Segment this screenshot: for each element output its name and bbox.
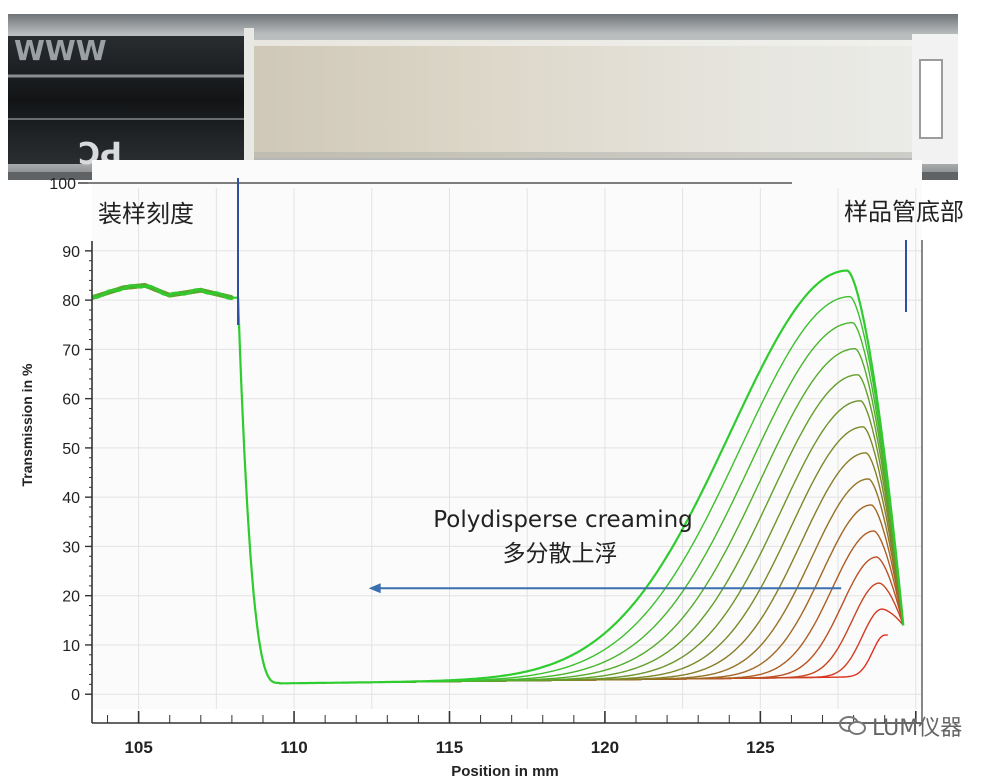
profile-line-15	[92, 269, 905, 685]
fill-mark-label: 装样刻度	[98, 200, 194, 228]
profile-line-13	[91, 283, 904, 685]
watermark: LUM仪器	[838, 712, 996, 741]
axes	[88, 182, 923, 724]
x-tick-label: 110	[280, 738, 307, 757]
y-tick-label: 50	[62, 441, 80, 458]
y-tick-label: 70	[62, 342, 80, 359]
tube-cap	[8, 36, 248, 164]
y-tick-label: 90	[62, 244, 80, 261]
x-tick-label: 120	[591, 738, 619, 757]
y-tick-label: 40	[62, 490, 80, 507]
cell-marking-top: WWW	[14, 34, 107, 67]
tube-bottom-label: 样品管底部	[844, 198, 964, 226]
transmission-profiles	[91, 269, 905, 685]
y-tick-label: 60	[62, 392, 80, 409]
x-tick-label: 115	[436, 738, 463, 757]
wechat-icon	[838, 715, 866, 737]
y-tick-label: 80	[62, 293, 80, 310]
creaming-arrow-head	[368, 583, 381, 594]
x-tick-label: 125	[746, 738, 774, 757]
y-tick-label-100: 100	[49, 176, 76, 193]
sample-liquid	[254, 40, 912, 158]
y-tick-label: 30	[62, 539, 80, 556]
tick-labels: 0 10 20 30 40 50 60 70 80 90 100 105 110 115 120 125 Pos…	[19, 176, 917, 778]
sample-cell-image: WWW PC	[8, 14, 958, 180]
annotations: 装样刻度 样品管底部 Polydisperse creaming 多分散上浮	[98, 178, 964, 594]
watermark-text: LUM仪器	[872, 716, 963, 741]
creaming-label-zh: 多分散上浮	[503, 541, 618, 567]
creaming-label-en: Polydisperse creaming	[433, 507, 693, 533]
sample-cell-photo: WWW PC	[8, 14, 958, 180]
grid	[92, 160, 922, 709]
y-tick-label: 0	[71, 687, 80, 704]
x-axis-label: Position in mm	[451, 763, 559, 778]
plot-background	[92, 160, 922, 709]
y-tick-label: 10	[62, 638, 80, 655]
y-tick-label: 20	[62, 589, 80, 606]
x-tick-label: 105	[124, 738, 152, 757]
y-axis-label: Transmission in %	[19, 363, 35, 486]
